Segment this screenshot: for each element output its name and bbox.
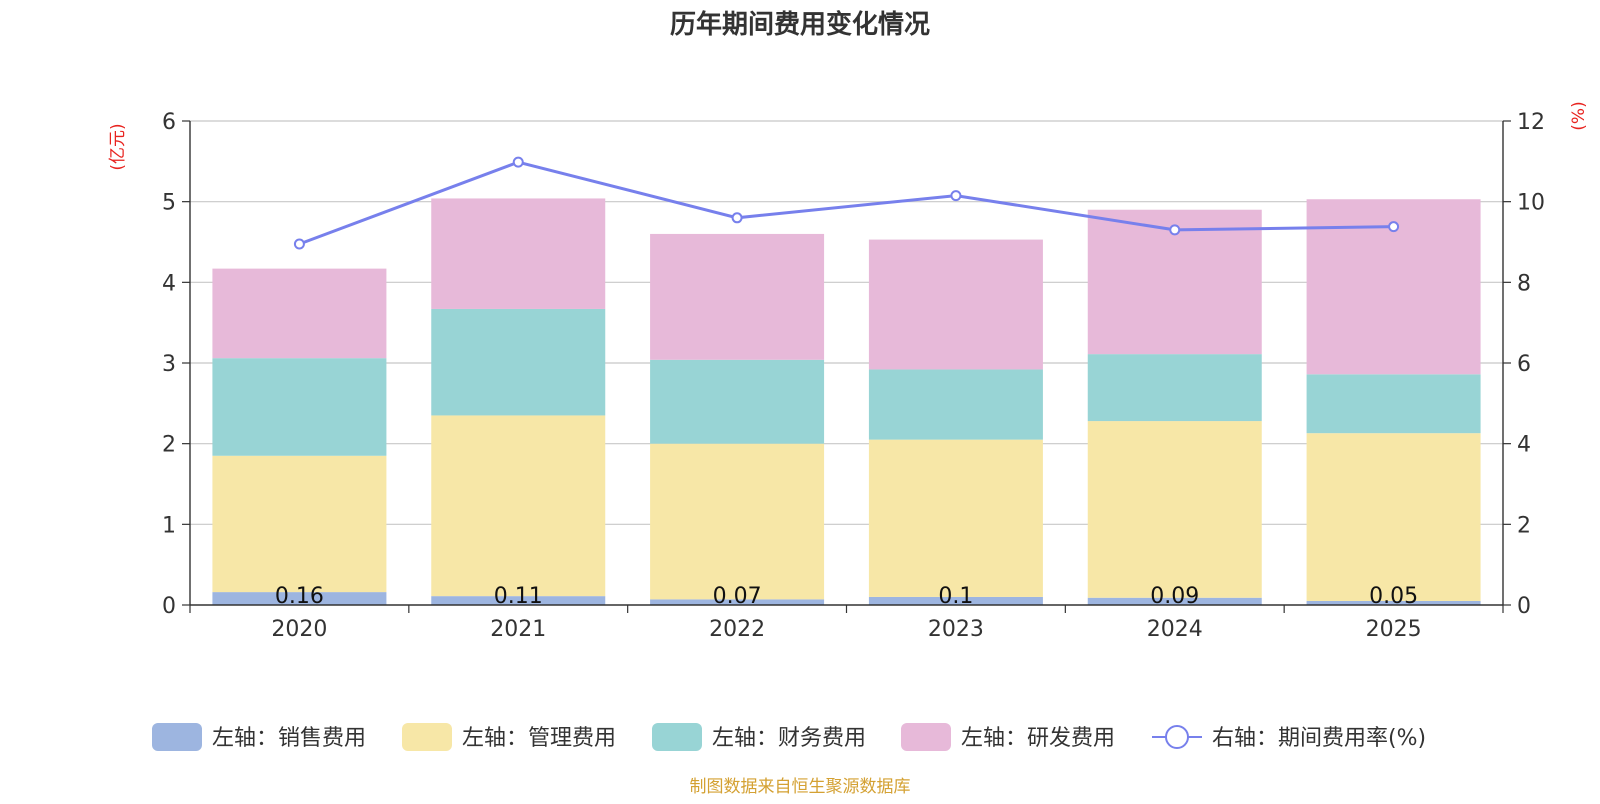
rate-line-path [298,160,1394,246]
right-axis-tick-label: 2 [1517,513,1531,538]
legend-swatch-2 [402,723,452,751]
right-axis-tick-label: 0 [1517,594,1531,619]
rate-point-2023 [950,190,962,202]
left-axis-tick-label: 6 [162,110,176,135]
rate-line [293,156,1400,250]
x-axis-tick-label: 2023 [928,617,984,642]
data-label: 0.09 [1150,584,1199,609]
right-axis-tick-label: 6 [1517,352,1531,377]
left-axis-tick-label: 4 [162,271,176,296]
bar-segment-1-2022 [650,599,825,605]
rate-point-2020 [293,238,305,250]
left-axis-tick-label: 2 [162,433,176,458]
bar-segment-1-2020 [212,592,387,605]
source-note: 制图数据来自恒生聚源数据库 [690,777,911,797]
x-axis-tick-label: 2025 [1366,617,1422,642]
right-axis-tick-label: 10 [1517,191,1545,216]
data-label: 0.1 [938,584,973,609]
bar-segment-4-2022 [650,233,825,360]
data-label: 0.16 [275,584,324,609]
bar-segment-3-2022 [650,359,825,444]
legend-label-2: 左轴：管理费用 [462,726,616,751]
right-axis-tick-label: 8 [1517,271,1531,296]
legend: 左轴：销售费用 左轴：管理费用 左轴：财务费用 左轴：研发费用 右轴：期间费用率(%) [152,723,1426,751]
data-labels: 0.16 0.11 0.07 0.1 0.09 0.05 [275,584,1418,609]
legend-label-1: 左轴：销售费用 [212,726,366,751]
x-axis-tick-label: 2020 [271,617,327,642]
bar-segment-4-2020 [212,268,387,359]
left-axis-title: (亿元) [108,123,128,170]
bar-segment-3-2020 [212,358,387,456]
legend-label-3: 左轴：财务费用 [712,726,866,751]
bar-segment-3-2023 [868,369,1043,440]
rate-point-2025 [1388,221,1400,233]
chart-title: 历年期间费用变化情况 [670,9,930,40]
legend-label-5: 右轴：期间费用率(%) [1212,726,1426,751]
bar-segment-4-2023 [868,239,1043,370]
bar-segment-4-2021 [431,198,606,309]
bar-segment-2-2024 [1087,421,1262,598]
grid-lines [190,120,1503,525]
rate-point-2022 [731,212,743,224]
bar-segment-3-2025 [1306,374,1481,434]
legend-swatch-4 [901,723,951,751]
legend-label-4: 左轴：研发费用 [961,726,1115,751]
rate-point-2021 [512,156,524,168]
bar-segment-1-2023 [868,596,1043,605]
left-axis-tick-label: 5 [162,191,176,216]
right-axis-tick-label: 4 [1517,433,1531,458]
bars [212,198,1481,605]
data-label: 0.07 [713,584,762,609]
bar-segment-3-2021 [431,308,606,416]
right-axis-title: (%) [1569,101,1589,130]
x-axis-tick-label: 2024 [1147,617,1203,642]
bar-segment-2-2023 [868,439,1043,597]
legend-swatch-1 [152,723,202,751]
bar-segment-1-2025 [1306,600,1481,605]
legend-marker-swatch [1165,725,1189,749]
legend-swatch-3 [652,723,702,751]
rate-point-2024 [1169,224,1181,236]
left-axis-tick-label: 0 [162,594,176,619]
x-axis-tick-label: 2022 [709,617,765,642]
bar-segment-1-2024 [1087,597,1262,605]
bar-segment-1-2021 [431,596,606,605]
left-axis-tick-label: 3 [162,352,176,377]
right-axis-tick-label: 12 [1517,110,1545,135]
bar-segment-2-2025 [1306,433,1481,601]
data-label: 0.05 [1369,584,1418,609]
data-label: 0.11 [494,584,543,609]
bar-segment-2-2021 [431,415,606,597]
bar-segment-3-2024 [1087,354,1262,422]
bar-segment-2-2020 [212,455,387,593]
bar-segment-2-2022 [650,443,825,600]
left-axis-tick-label: 1 [162,513,176,538]
x-axis-tick-label: 2021 [490,617,546,642]
